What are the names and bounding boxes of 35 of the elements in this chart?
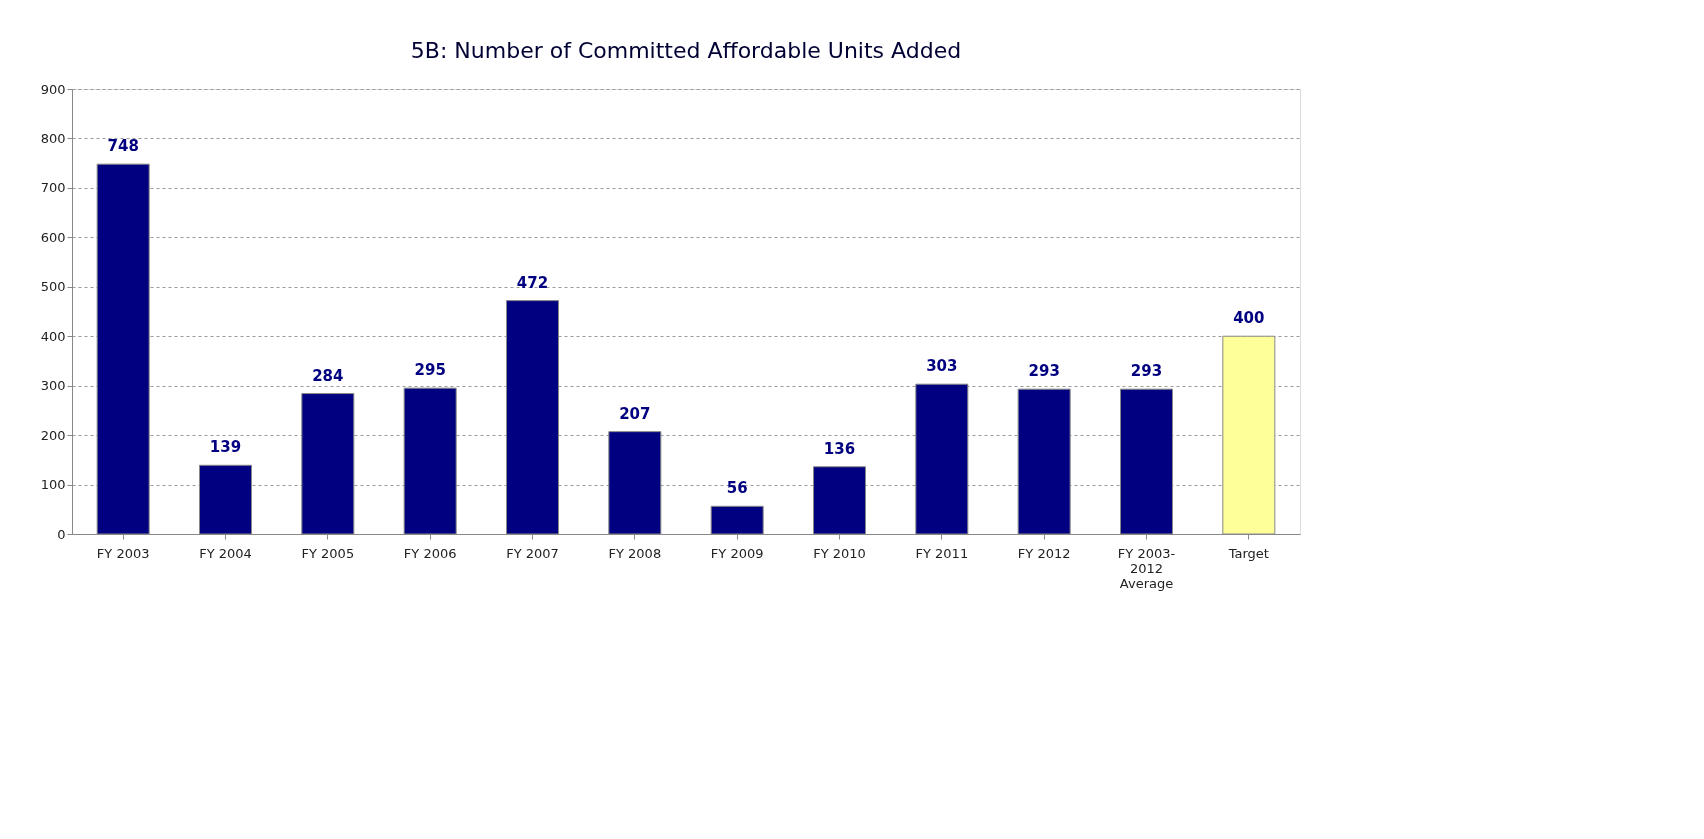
x-tick-label: FY 2010 — [813, 545, 866, 561]
data-label: 303 — [926, 357, 958, 376]
x-tick-label: FY 2011 — [915, 545, 969, 561]
x-tick-label: FY 2004 — [199, 545, 252, 561]
data-label: 293 — [1130, 362, 1163, 381]
x-tick-label: Target — [1227, 545, 1269, 561]
y-tick-label: 200 — [40, 427, 66, 443]
chart-title: 5B: Number of Committed Affordable Units Added — [410, 38, 962, 63]
x-tick-label: FY 2006 — [403, 545, 457, 561]
x-tick-label: FY 2003 — [96, 545, 150, 561]
y-tick-label: 400 — [40, 328, 66, 344]
y-tick-label: 600 — [40, 229, 66, 245]
data-label: 284 — [312, 366, 344, 385]
y-tick-label: 900 — [40, 81, 66, 97]
data-label: 400 — [1233, 309, 1265, 328]
data-label: 207 — [619, 404, 651, 423]
data-label: 56 — [726, 479, 748, 498]
data-label: 139 — [209, 438, 242, 457]
x-tick-label: FY 2009 — [710, 545, 764, 561]
y-tick-label: 800 — [40, 130, 66, 146]
data-label: 293 — [1028, 362, 1060, 381]
data-label: 295 — [414, 361, 446, 380]
x-tick-label: FY 2012 — [1017, 545, 1071, 561]
x-tick-label: FY 2003- 2012 Average — [1117, 545, 1176, 591]
data-label: 748 — [107, 137, 139, 156]
y-tick-label: 700 — [40, 180, 66, 196]
y-tick-label: 300 — [40, 378, 66, 394]
y-tick-label: 0 — [57, 526, 66, 542]
x-tick-label: FY 2007 — [506, 545, 559, 561]
data-label: 472 — [516, 273, 549, 292]
y-tick-label: 500 — [40, 279, 66, 295]
x-tick-label: FY 2008 — [608, 545, 662, 561]
x-tick-label: FY 2005 — [301, 545, 355, 561]
data-label: 136 — [823, 439, 856, 458]
y-tick-label: 100 — [40, 477, 66, 493]
